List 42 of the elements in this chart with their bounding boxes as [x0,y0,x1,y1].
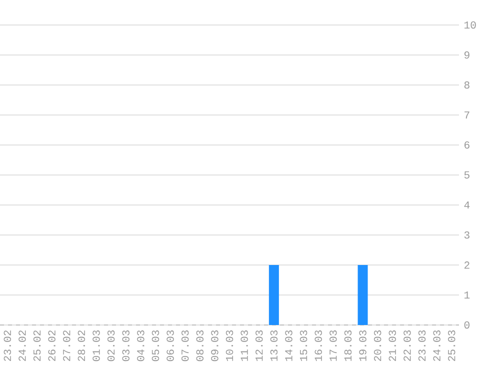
y-tick-label: 1 [464,291,470,299]
y-tick-label: 3 [464,231,470,239]
y-tick-label: 6 [464,141,470,149]
x-tick-label: 24.03 [433,330,440,361]
x-tick-label: 11.03 [240,330,248,361]
y-tick-label: 2 [464,261,470,269]
x-tick-label: 22.03 [404,330,411,361]
x-tick-label: 08.03 [196,330,204,362]
y-tick-label: 10 [464,21,476,29]
y-tick-label: 5 [464,171,470,179]
x-tick-label: 23.02 [4,330,12,361]
x-tick-label: 25.02 [33,330,41,361]
x-tick-label: 17.03 [330,330,337,361]
x-tick-label: 16.03 [314,330,322,361]
x-tick-label: 07.03 [181,330,189,362]
x-tick-label: 20.03 [374,330,382,361]
x-tick-label: 06.03 [166,330,174,362]
y-tick-label: 0 [464,321,470,329]
x-tick-label: 23.03 [418,330,426,361]
x-tick-label: 04.03 [137,330,144,362]
y-tick-label: 8 [464,81,470,89]
x-tick-label: 25.03 [448,330,456,361]
x-tick-label: 03.03 [122,330,130,362]
x-tick-label: 12.03 [256,330,263,361]
x-tick-label: 10.03 [226,330,234,361]
x-tick-label: 02.03 [107,330,115,362]
x-tick-label: 18.03 [344,330,352,361]
x-tick-label: 09.03 [211,330,218,362]
y-tick-label: 7 [464,111,470,119]
x-tick-label: 05.03 [152,330,160,362]
x-tick-label: 21.03 [388,330,396,361]
x-tick-label: 15.03 [300,330,308,361]
x-tick-label: 13.03 [270,330,278,361]
x-tick-label: 26.02 [48,330,56,361]
x-tick-label: 28.02 [78,330,86,361]
y-tick-label: 9 [464,51,470,59]
x-tick-label: 24.02 [18,330,26,361]
x-tick-label: 14.03 [285,330,292,361]
x-tick-label: 19.03 [359,330,366,361]
x-tick-label: 01.03 [92,330,100,362]
x-tick-label: 27.02 [63,330,70,361]
y-tick-label: 4 [464,201,470,209]
